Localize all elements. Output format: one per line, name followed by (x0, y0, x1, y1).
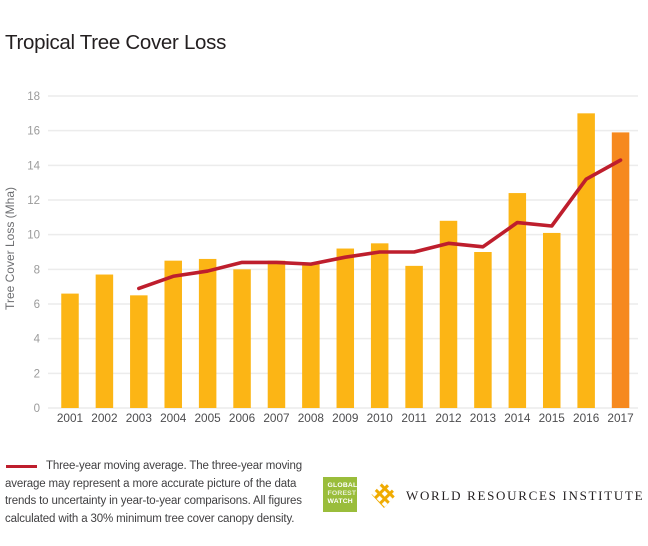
wri-logo-text: WORLD RESOURCES INSTITUTE (406, 487, 645, 503)
bar-2005 (198, 258, 217, 408)
x-tick-label: 2017 (607, 411, 633, 425)
x-tick-label: 2007 (263, 411, 289, 425)
bar-2007 (267, 260, 286, 408)
bar-2009 (336, 248, 355, 408)
y-tick-label: 16 (27, 126, 40, 138)
x-tick-label: 2016 (573, 411, 600, 425)
y-tick-label: 8 (34, 264, 40, 276)
x-tick-label: 2005 (195, 411, 222, 425)
bar-2006 (233, 269, 251, 408)
bar-2004 (164, 260, 182, 408)
page-title: Tropical Tree Cover Loss (5, 31, 227, 54)
bar-2014 (508, 193, 527, 408)
y-tick-label: 12 (27, 195, 40, 207)
bar-2003 (130, 295, 148, 408)
bar-2001 (61, 293, 79, 408)
bar-2017 (611, 132, 630, 408)
gfw-logo-line: WATCH (327, 498, 353, 506)
wri-logo: WORLD RESOURCES INSTITUTE (371, 481, 644, 508)
gfw-logo-line: GLOBAL (327, 481, 358, 489)
wri-lattice-icon (371, 481, 397, 508)
global-forest-watch-logo: GLOBAL FOREST WATCH (323, 477, 357, 512)
bar-2011 (405, 265, 423, 408)
legend-note-line: average may represent a more accurate pi… (5, 477, 297, 490)
y-tick-label: 0 (34, 403, 40, 415)
y-tick-label: 10 (27, 230, 40, 242)
legend-note-line: Three-year moving average. The three-yea… (46, 460, 302, 472)
bar-2013 (474, 252, 492, 408)
x-tick-label: 2014 (504, 411, 531, 425)
moving-average-line-swatch (6, 465, 37, 468)
tree-cover-loss-bar-chart: 0 2 4 6 8 10 12 14 16 18 2001 2002 2003 2004 2005 2006 2… (27, 91, 638, 425)
bar-2002 (95, 274, 114, 408)
bar-2015 (542, 232, 561, 408)
x-tick-label: 2006 (229, 411, 256, 425)
legend-note: Three-year moving average. The three-yea… (5, 458, 323, 528)
y-tick-label: 6 (34, 299, 40, 311)
legend-note-line: trends to uncertainty in year-to-year co… (5, 495, 302, 507)
moving-average-line (137, 158, 623, 291)
x-tick-label: 2011 (401, 411, 426, 425)
bar-2016 (577, 113, 595, 408)
x-tick-label: 2015 (539, 411, 566, 425)
legend-note-line: calculated with a 30% minimum tree cover… (5, 512, 295, 525)
x-tick-label: 2008 (298, 411, 325, 425)
x-tick-label: 2003 (126, 411, 153, 425)
x-tick-label: 2001 (57, 411, 83, 425)
x-tick-label: 2004 (160, 411, 187, 425)
x-tick-label: 2010 (367, 411, 394, 425)
y-tick-label: 18 (27, 91, 40, 103)
y-tick-label: 4 (34, 334, 41, 346)
y-tick-label: 2 (34, 368, 40, 380)
gfw-logo-line: FOREST (327, 489, 357, 497)
x-tick-label: 2009 (332, 411, 358, 425)
x-tick-label: 2012 (435, 411, 461, 425)
x-tick-label: 2013 (470, 411, 497, 425)
bar-2012 (439, 220, 458, 408)
y-tick-label: 14 (27, 160, 40, 172)
bar-2008 (302, 264, 320, 408)
x-tick-label: 2002 (91, 411, 117, 425)
bar-2010 (370, 243, 389, 408)
